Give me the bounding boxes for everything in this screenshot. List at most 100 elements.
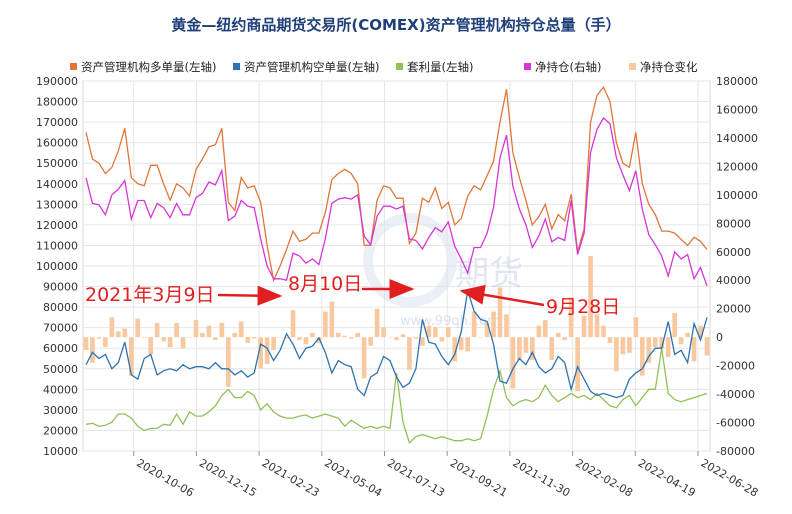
net-change-bar	[439, 337, 445, 342]
net-change-bar	[497, 287, 503, 338]
net-change-bar	[128, 337, 134, 376]
net-change-bar	[141, 337, 147, 338]
left-axis-tick: 140000	[36, 178, 78, 191]
grid-lines	[82, 80, 711, 452]
net-change-bar	[303, 337, 309, 345]
net-change-bar	[678, 337, 684, 345]
x-axis-tick: 2022-04-19	[636, 456, 698, 499]
legend-swatch	[233, 63, 240, 70]
net-change-bar	[90, 337, 95, 363]
net-change-bar	[258, 337, 263, 369]
net-change-bar	[691, 337, 697, 362]
net-position-line	[85, 116, 708, 287]
net-change-bar	[277, 337, 283, 338]
legend-swatch	[70, 63, 77, 70]
net-change-bar	[420, 337, 425, 346]
net-change-bar	[491, 311, 496, 338]
net-change-bar	[167, 337, 173, 348]
right-axis-tick: 140000	[716, 132, 758, 145]
net-change-bar	[530, 337, 535, 360]
legend-swatch	[396, 63, 403, 70]
legend-label: 资产管理机构空单量(左轴)	[244, 60, 379, 74]
net-change-bar	[478, 337, 483, 338]
net-change-bar	[659, 337, 665, 349]
net-change-bar	[381, 327, 386, 338]
left-axis-tick: 150000	[36, 157, 78, 170]
net-change-bar	[523, 337, 529, 353]
left-axis-tick: 40000	[43, 383, 78, 396]
net-change-bar	[549, 337, 555, 360]
net-change-bar	[193, 320, 199, 338]
net-change-bar	[290, 310, 296, 338]
annotations: 2021年3月9日 8月10日 9月28日	[85, 273, 620, 318]
watermark-text: 期货	[455, 254, 523, 294]
net-change-bar	[639, 337, 645, 376]
net-change-bar	[672, 312, 677, 338]
net-change-bar	[297, 337, 302, 340]
net-change-bar	[251, 337, 257, 339]
net-change-bar	[536, 325, 542, 338]
net-change-bar	[413, 337, 419, 339]
net-change-bar	[103, 337, 108, 348]
left-axis-tick: 110000	[36, 239, 78, 252]
net-change-bar	[620, 337, 626, 355]
net-change-bar	[646, 337, 652, 363]
net-change-bar	[471, 311, 477, 338]
x-axis-tick: 2021-11-30	[510, 456, 572, 499]
right-axis-tick: 40000	[716, 274, 751, 287]
right-axis-tick: -20000	[716, 360, 755, 373]
net-change-bar	[458, 337, 464, 350]
annotation-arrow-march-9	[217, 285, 283, 306]
legend-swatch	[629, 63, 636, 70]
net-change-bar	[426, 325, 432, 338]
left-axis-tick: 160000	[36, 137, 78, 150]
net-change-bar	[387, 337, 393, 338]
x-axis-tick: 2022-06-28	[699, 456, 761, 499]
spread-line	[85, 348, 708, 444]
left-axis-tick: 70000	[43, 322, 78, 335]
legend-label: 净持仓变化	[640, 60, 698, 74]
net-change-bar	[238, 321, 244, 338]
net-change-bar	[361, 337, 367, 379]
x-axis-tick: 2021-07-13	[385, 456, 447, 499]
net-change-bar	[484, 322, 490, 338]
left-axis-tick: 170000	[36, 116, 78, 129]
left-axis-tick: 50000	[43, 363, 78, 376]
annotation-march-9: 2021年3月9日	[85, 284, 215, 306]
net-change-bar	[614, 337, 619, 372]
net-change-bar	[109, 317, 115, 338]
annotation-arrow-sep-28	[459, 284, 545, 307]
right-axis-tick: 180000	[716, 75, 758, 88]
net-change-bar	[225, 337, 231, 387]
left-axis-tick: 20000	[43, 424, 78, 437]
net-change-bar	[135, 318, 141, 338]
net-change-bar	[704, 337, 710, 356]
left-axis-tick: 90000	[43, 281, 78, 294]
net-change-bar	[510, 337, 516, 389]
x-axis-tick: 2022-02-08	[573, 456, 635, 499]
net-change-bar	[432, 327, 438, 338]
net-change-bar	[568, 297, 574, 338]
net-change-bar	[206, 325, 212, 338]
left-axis-tick: 130000	[36, 198, 78, 211]
net-change-bar	[698, 325, 703, 338]
right-axis-tick: -80000	[716, 445, 755, 458]
net-change-bar	[627, 337, 632, 353]
left-axis-tick: 180000	[36, 96, 78, 109]
net-change-bar	[400, 334, 406, 338]
right-axis-tick: 0	[716, 331, 723, 344]
net-change-bar	[581, 315, 587, 338]
left-axis-tick: 190000	[36, 75, 78, 88]
x-axis-tick: 2021-09-21	[448, 456, 510, 499]
right-axis-tick: 100000	[716, 189, 758, 202]
long-positions-line	[85, 85, 708, 283]
net-change-bar	[96, 337, 102, 339]
x-axis-tick: 2020-10-06	[134, 456, 196, 499]
net-change-bar	[652, 337, 658, 348]
net-change-bar	[368, 337, 373, 346]
net-change-bar	[174, 322, 179, 338]
left-axis-tick: 60000	[43, 342, 78, 355]
net-change-bar	[187, 337, 192, 338]
net-change-bar	[335, 332, 341, 338]
net-change-bar	[180, 337, 186, 349]
